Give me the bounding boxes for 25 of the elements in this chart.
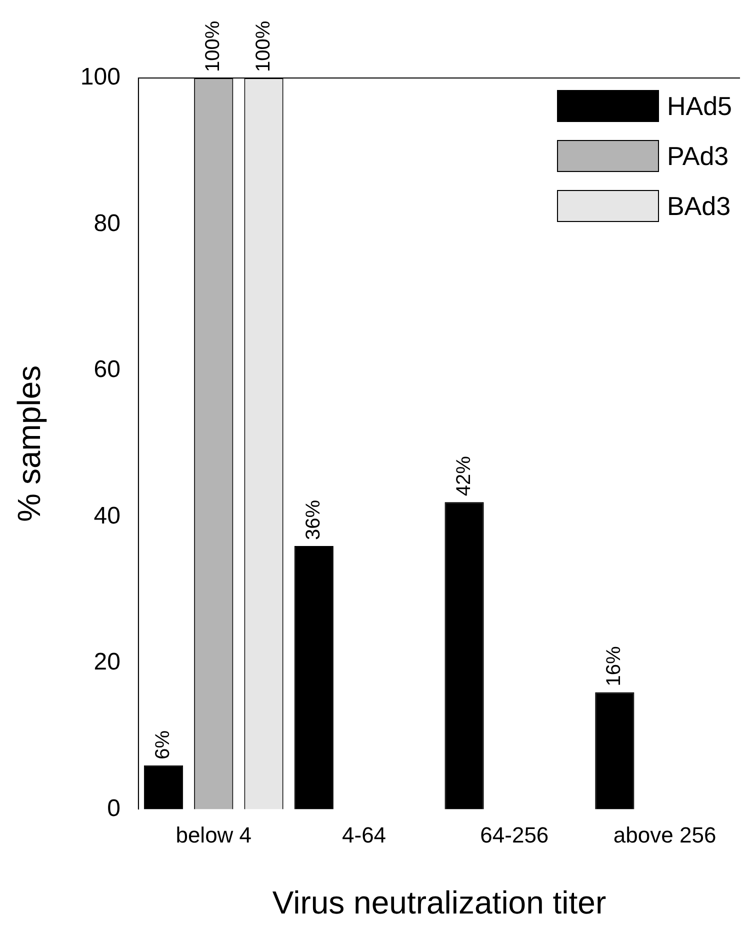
y-tick-label: 0: [107, 794, 120, 822]
y-tick-label: 40: [94, 502, 120, 530]
data-label: 100%: [252, 20, 274, 72]
y-tick-label: 60: [94, 356, 120, 384]
data-label: 6%: [152, 730, 174, 760]
bar: [595, 692, 634, 810]
y-axis-title: % samples: [11, 365, 48, 522]
x-tick-label: 4-64: [342, 822, 386, 848]
data-label: 100%: [202, 20, 224, 72]
x-tick-label: above 256: [613, 822, 716, 848]
bar: [294, 546, 334, 810]
data-label: 36%: [302, 500, 324, 540]
data-label: 42%: [452, 456, 475, 496]
legend-label: BAd3: [666, 190, 731, 222]
y-tick-label: 80: [94, 210, 120, 237]
y-tick-label: 100: [80, 64, 120, 91]
y-tick-label: 20: [94, 648, 120, 676]
x-axis-title: Virus neutralization titer: [272, 884, 606, 921]
data-label: 16%: [603, 646, 626, 686]
legend-label: PAd3: [666, 140, 729, 172]
legend-label: HAd5: [666, 90, 732, 122]
x-tick-label: below 4: [176, 822, 252, 848]
x-tick-label: 64-256: [480, 822, 549, 848]
bar: [144, 765, 184, 810]
bar: [444, 502, 484, 810]
